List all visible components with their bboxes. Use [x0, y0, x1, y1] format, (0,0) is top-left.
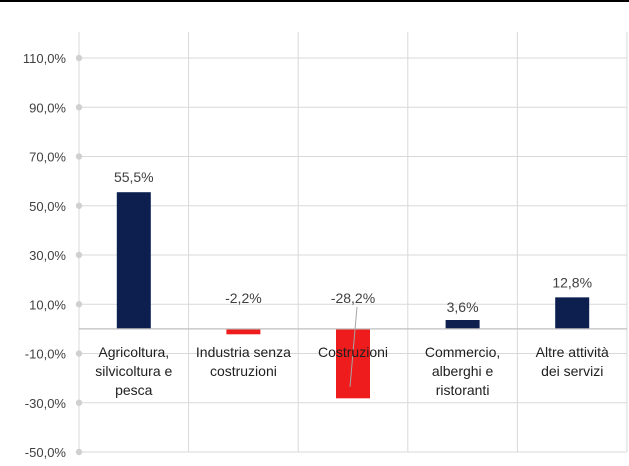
y-tick-label: -30,0%	[25, 396, 67, 411]
category-label-line: costruzioni	[210, 363, 277, 379]
data-label-leader-line	[349, 306, 358, 387]
category-label: Industria senza costruzioni	[196, 344, 291, 379]
y-tick-label: 30,0%	[29, 248, 66, 263]
y-tick-marker	[75, 350, 83, 357]
category-label-line: Costruzioni	[318, 344, 388, 360]
category-label-line: silvicoltura e	[95, 363, 172, 379]
bar	[555, 297, 590, 329]
y-tick-label: -10,0%	[25, 347, 67, 362]
category-label-line: dei servizi	[541, 363, 603, 379]
y-tick-marker	[75, 301, 83, 308]
category-label-line: pesca	[115, 382, 153, 398]
y-tick-marker	[75, 104, 83, 111]
category-labels: Agricoltura, silvicoltura e pesca Industria…	[95, 344, 609, 398]
y-tick-label: 110,0%	[23, 51, 67, 66]
data-label: -2,2%	[225, 290, 262, 306]
category-label: Costruzioni	[318, 344, 388, 360]
top-border-line	[0, 0, 629, 2]
data-label: 55,5%	[114, 169, 154, 185]
data-label: 3,6%	[447, 299, 479, 315]
category-label: Altre attività dei servizi	[536, 344, 609, 379]
bar	[226, 328, 261, 335]
category-label-line: Agricoltura,	[98, 344, 169, 360]
data-labels: 55,5% -2,2% -28,2% 3,6% 12,8%	[114, 169, 592, 387]
data-label: 12,8%	[552, 274, 592, 290]
category-label-line: Commercio,	[425, 344, 500, 360]
y-tick-marker	[75, 202, 83, 209]
y-tick-label: 50,0%	[29, 199, 66, 214]
category-label-line: Altre attività	[536, 344, 609, 360]
y-tick-marker	[75, 399, 83, 406]
y-tick-label: 10,0%	[29, 297, 66, 312]
y-tick-marker	[75, 251, 83, 259]
gridlines	[78, 32, 628, 453]
y-tick-label: 70,0%	[29, 150, 66, 165]
y-tick-marker	[75, 153, 83, 160]
y-tick-label: -50,0%	[25, 445, 67, 460]
category-label-line: Industria senza	[196, 344, 291, 360]
bar	[116, 192, 151, 329]
bar	[336, 328, 370, 399]
data-label: -28,2%	[331, 290, 375, 306]
bars	[116, 192, 590, 399]
y-tick-marker	[75, 54, 83, 62]
y-tick-marker	[75, 448, 83, 456]
y-tick-label: 90,0%	[29, 100, 66, 115]
category-label-line: ristoranti	[436, 382, 490, 398]
category-label-line: alberghi e	[432, 363, 494, 379]
category-label: Agricoltura, silvicoltura e pesca	[95, 344, 172, 398]
y-axis-ticks: 110,0% 90,0% 70,0% 50,0% 30,0% 10,0% -10,0% -30…	[23, 51, 83, 460]
bar	[445, 320, 480, 329]
category-label: Commercio, alberghi e ristoranti	[425, 344, 500, 398]
